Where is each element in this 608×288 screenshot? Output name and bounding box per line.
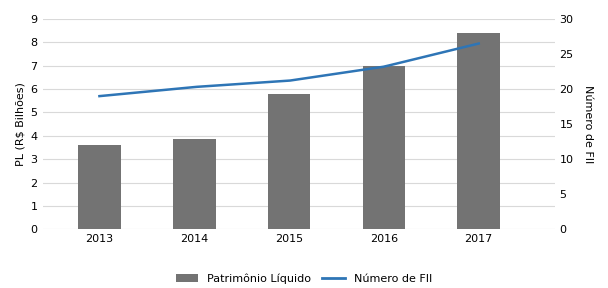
- Número de FII: [197, 85, 204, 88]
- Número de FII: [475, 42, 482, 45]
- Número de FII: [96, 94, 103, 98]
- Número de FII: [456, 46, 463, 50]
- Y-axis label: Número de FII: Número de FII: [583, 85, 593, 163]
- Número de FII: [167, 88, 174, 91]
- Número de FII: [111, 93, 119, 96]
- Legend: Patrimônio Líquido, Número de FII: Patrimônio Líquido, Número de FII: [172, 269, 436, 288]
- Número de FII: [443, 50, 450, 53]
- Bar: [268, 94, 311, 229]
- Bar: [457, 33, 500, 229]
- Bar: [173, 139, 216, 229]
- Line: Número de FII: Número de FII: [100, 43, 478, 96]
- Y-axis label: PL (R$ Bilhões): PL (R$ Bilhões): [15, 82, 25, 166]
- Número de FII: [119, 92, 126, 96]
- Bar: [362, 66, 405, 229]
- Bar: [78, 145, 121, 229]
